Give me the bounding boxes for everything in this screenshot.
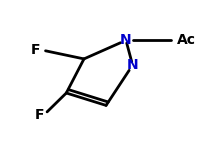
Text: N: N xyxy=(120,33,132,47)
Text: F: F xyxy=(30,43,40,57)
Text: F: F xyxy=(35,108,44,122)
Text: Ac: Ac xyxy=(177,33,196,47)
Text: N: N xyxy=(127,58,138,72)
